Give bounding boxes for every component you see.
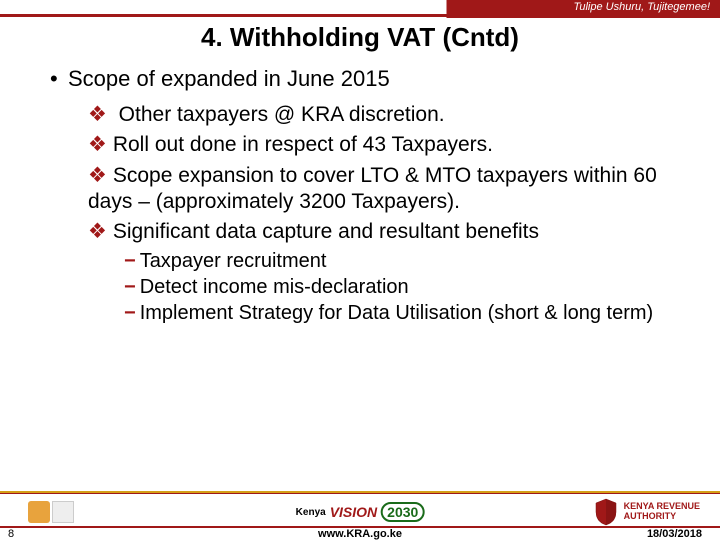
cert-icon — [52, 501, 74, 523]
diamond-icon: ❖ — [88, 133, 107, 156]
shield-icon — [594, 498, 618, 526]
vision-year: 2030 — [381, 502, 424, 522]
kra-logo: KENYA REVENUE AUTHORITY — [594, 498, 700, 526]
bullet-l2-text: Other taxpayers @ KRA discretion. — [119, 103, 445, 126]
vision-prefix: Kenya — [296, 507, 326, 518]
certification-badge — [28, 498, 84, 526]
kra-logo-text: KENYA REVENUE AUTHORITY — [624, 502, 700, 522]
bullet-l2-text: Scope expansion to cover LTO & MTO taxpa… — [88, 164, 657, 213]
bullet-l2-text: Significant data capture and resultant b… — [113, 220, 539, 243]
bullet-l2: ❖ Roll out done in respect of 43 Taxpayer… — [88, 132, 680, 158]
bullet-l3: −Implement Strategy for Data Utilisation… — [124, 301, 680, 325]
header-motto: Tulipe Ushuru, Tujitegemee! — [573, 0, 710, 14]
footer-url: www.KRA.go.ke — [318, 528, 402, 540]
header-stripe: Tulipe Ushuru, Tujitegemee! — [0, 0, 720, 18]
dash-icon: − — [124, 276, 136, 298]
bullet-l3-text: Implement Strategy for Data Utilisation … — [140, 302, 654, 324]
bullet-l3: −Detect income mis-declaration — [124, 275, 680, 299]
diamond-icon: ❖ — [88, 103, 107, 126]
bullet-l3-text: Taxpayer recruitment — [140, 250, 327, 272]
diamond-icon: ❖ — [88, 164, 107, 187]
cert-icon — [28, 501, 50, 523]
page-bar: 8 www.KRA.go.ke 18/03/2018 — [0, 526, 720, 540]
header-underline — [0, 14, 720, 17]
dash-icon: − — [124, 250, 136, 272]
bullet-l1-marker: • — [50, 66, 68, 92]
bullet-l2: ❖Scope expansion to cover LTO & MTO taxp… — [88, 163, 680, 216]
slide: Tulipe Ushuru, Tujitegemee! 4. Withholdi… — [0, 0, 720, 540]
vision-2030-logo: Kenya VISION 2030 — [296, 502, 425, 522]
kra-line2: AUTHORITY — [624, 512, 700, 522]
bullet-l3-text: Detect income mis-declaration — [140, 276, 409, 298]
bullet-l3: −Taxpayer recruitment — [124, 249, 680, 273]
page-number: 8 — [4, 528, 18, 540]
bullet-l2-text: Roll out done in respect of 43 Taxpayers… — [113, 133, 493, 156]
dash-icon: − — [124, 302, 136, 324]
vision-word: VISION — [330, 504, 377, 520]
footer-date: 18/03/2018 — [647, 528, 702, 540]
bullet-l1-text: Scope of expanded in June 2015 — [68, 66, 390, 91]
bullet-l2: ❖ Other taxpayers @ KRA discretion. — [88, 102, 680, 128]
bullet-l2: ❖ Significant data capture and resultant … — [88, 219, 680, 245]
bullet-l1: •Scope of expanded in June 2015 — [50, 66, 680, 92]
diamond-icon: ❖ — [88, 220, 107, 243]
slide-title: 4. Withholding VAT (Cntd) — [0, 22, 720, 53]
slide-body: •Scope of expanded in June 2015 ❖ Other … — [50, 66, 680, 327]
